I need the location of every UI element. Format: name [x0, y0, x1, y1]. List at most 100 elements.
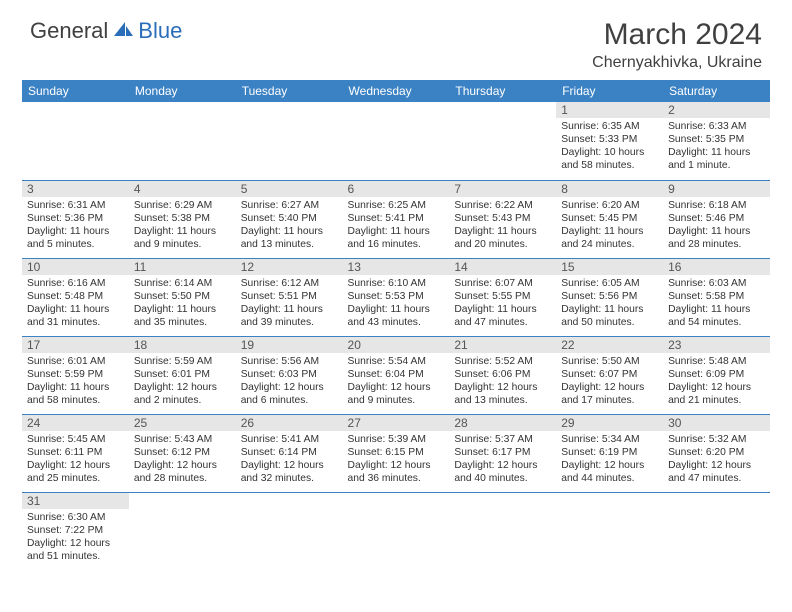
day-data: Sunrise: 5:41 AMSunset: 6:14 PMDaylight:… [236, 431, 343, 488]
daylight-text-2: and 36 minutes. [348, 472, 445, 485]
dayheader-fri: Friday [556, 80, 663, 102]
daylight-text-2: and 6 minutes. [241, 394, 338, 407]
daylight-text-1: Daylight: 11 hours [454, 303, 551, 316]
sunrise-text: Sunrise: 6:03 AM [668, 277, 765, 290]
day-cell: 30Sunrise: 5:32 AMSunset: 6:20 PMDayligh… [663, 414, 770, 492]
day-cell: 3Sunrise: 6:31 AMSunset: 5:36 PMDaylight… [22, 180, 129, 258]
sunset-text: Sunset: 5:59 PM [27, 368, 124, 381]
daylight-text-2: and 5 minutes. [27, 238, 124, 251]
daylight-text-2: and 28 minutes. [134, 472, 231, 485]
daylight-text-2: and 24 minutes. [561, 238, 658, 251]
sunset-text: Sunset: 6:01 PM [134, 368, 231, 381]
day-data: Sunrise: 6:22 AMSunset: 5:43 PMDaylight:… [449, 197, 556, 254]
day-cell: 23Sunrise: 5:48 AMSunset: 6:09 PMDayligh… [663, 336, 770, 414]
daylight-text-2: and 32 minutes. [241, 472, 338, 485]
logo: General Blue [30, 18, 182, 44]
day-cell: 21Sunrise: 5:52 AMSunset: 6:06 PMDayligh… [449, 336, 556, 414]
day-number: 26 [236, 415, 343, 431]
day-data: Sunrise: 6:03 AMSunset: 5:58 PMDaylight:… [663, 275, 770, 332]
logo-text-blue: Blue [138, 18, 182, 44]
header: General Blue March 2024 Chernyakhivka, U… [0, 0, 792, 80]
daylight-text-1: Daylight: 11 hours [561, 303, 658, 316]
daylight-text-1: Daylight: 12 hours [454, 381, 551, 394]
day-data: Sunrise: 6:18 AMSunset: 5:46 PMDaylight:… [663, 197, 770, 254]
sunrise-text: Sunrise: 6:12 AM [241, 277, 338, 290]
day-cell: 22Sunrise: 5:50 AMSunset: 6:07 PMDayligh… [556, 336, 663, 414]
month-title: March 2024 [592, 18, 762, 52]
day-data: Sunrise: 6:10 AMSunset: 5:53 PMDaylight:… [343, 275, 450, 332]
daylight-text-1: Daylight: 10 hours [561, 146, 658, 159]
day-data: Sunrise: 6:05 AMSunset: 5:56 PMDaylight:… [556, 275, 663, 332]
sunset-text: Sunset: 5:46 PM [668, 212, 765, 225]
daylight-text-1: Daylight: 12 hours [134, 381, 231, 394]
day-data: Sunrise: 5:54 AMSunset: 6:04 PMDaylight:… [343, 353, 450, 410]
week-row: 24Sunrise: 5:45 AMSunset: 6:11 PMDayligh… [22, 414, 770, 492]
daylight-text-1: Daylight: 11 hours [134, 303, 231, 316]
day-number: 1 [556, 102, 663, 118]
daylight-text-2: and 16 minutes. [348, 238, 445, 251]
sail-icon [112, 20, 136, 38]
day-cell [343, 492, 450, 570]
sunrise-text: Sunrise: 6:10 AM [348, 277, 445, 290]
day-cell: 13Sunrise: 6:10 AMSunset: 5:53 PMDayligh… [343, 258, 450, 336]
daylight-text-2: and 31 minutes. [27, 316, 124, 329]
daylight-text-2: and 25 minutes. [27, 472, 124, 485]
day-data: Sunrise: 6:30 AMSunset: 7:22 PMDaylight:… [22, 509, 129, 566]
day-data: Sunrise: 5:50 AMSunset: 6:07 PMDaylight:… [556, 353, 663, 410]
day-number: 18 [129, 337, 236, 353]
day-cell [343, 102, 450, 180]
sunset-text: Sunset: 5:40 PM [241, 212, 338, 225]
daylight-text-2: and 39 minutes. [241, 316, 338, 329]
daylight-text-2: and 2 minutes. [134, 394, 231, 407]
sunset-text: Sunset: 6:12 PM [134, 446, 231, 459]
daylight-text-1: Daylight: 11 hours [241, 303, 338, 316]
day-cell [22, 102, 129, 180]
sunrise-text: Sunrise: 6:22 AM [454, 199, 551, 212]
week-row: 17Sunrise: 6:01 AMSunset: 5:59 PMDayligh… [22, 336, 770, 414]
day-number: 7 [449, 181, 556, 197]
day-number: 27 [343, 415, 450, 431]
daylight-text-2: and 35 minutes. [134, 316, 231, 329]
day-cell [236, 492, 343, 570]
sunrise-text: Sunrise: 5:52 AM [454, 355, 551, 368]
sunrise-text: Sunrise: 5:50 AM [561, 355, 658, 368]
sunrise-text: Sunrise: 5:43 AM [134, 433, 231, 446]
day-number: 8 [556, 181, 663, 197]
sunrise-text: Sunrise: 5:45 AM [27, 433, 124, 446]
sunrise-text: Sunrise: 6:29 AM [134, 199, 231, 212]
day-number: 3 [22, 181, 129, 197]
day-number: 9 [663, 181, 770, 197]
day-cell: 24Sunrise: 5:45 AMSunset: 6:11 PMDayligh… [22, 414, 129, 492]
day-number: 12 [236, 259, 343, 275]
daylight-text-2: and 9 minutes. [134, 238, 231, 251]
sunrise-text: Sunrise: 5:59 AM [134, 355, 231, 368]
sunset-text: Sunset: 6:04 PM [348, 368, 445, 381]
day-data: Sunrise: 5:37 AMSunset: 6:17 PMDaylight:… [449, 431, 556, 488]
day-number: 23 [663, 337, 770, 353]
sunset-text: Sunset: 5:53 PM [348, 290, 445, 303]
day-cell: 8Sunrise: 6:20 AMSunset: 5:45 PMDaylight… [556, 180, 663, 258]
daylight-text-1: Daylight: 11 hours [27, 381, 124, 394]
day-data: Sunrise: 6:07 AMSunset: 5:55 PMDaylight:… [449, 275, 556, 332]
sunset-text: Sunset: 5:50 PM [134, 290, 231, 303]
day-data: Sunrise: 6:14 AMSunset: 5:50 PMDaylight:… [129, 275, 236, 332]
daylight-text-1: Daylight: 12 hours [348, 459, 445, 472]
day-cell [663, 492, 770, 570]
day-cell: 9Sunrise: 6:18 AMSunset: 5:46 PMDaylight… [663, 180, 770, 258]
sunset-text: Sunset: 5:51 PM [241, 290, 338, 303]
sunrise-text: Sunrise: 6:31 AM [27, 199, 124, 212]
sunset-text: Sunset: 6:09 PM [668, 368, 765, 381]
daylight-text-2: and 13 minutes. [241, 238, 338, 251]
day-cell: 2Sunrise: 6:33 AMSunset: 5:35 PMDaylight… [663, 102, 770, 180]
day-cell: 29Sunrise: 5:34 AMSunset: 6:19 PMDayligh… [556, 414, 663, 492]
daylight-text-1: Daylight: 12 hours [27, 537, 124, 550]
day-cell: 17Sunrise: 6:01 AMSunset: 5:59 PMDayligh… [22, 336, 129, 414]
logo-text-general: General [30, 18, 108, 44]
sunrise-text: Sunrise: 6:16 AM [27, 277, 124, 290]
day-cell [236, 102, 343, 180]
sunset-text: Sunset: 5:56 PM [561, 290, 658, 303]
day-cell: 4Sunrise: 6:29 AMSunset: 5:38 PMDaylight… [129, 180, 236, 258]
sunrise-text: Sunrise: 6:30 AM [27, 511, 124, 524]
day-cell: 10Sunrise: 6:16 AMSunset: 5:48 PMDayligh… [22, 258, 129, 336]
sunset-text: Sunset: 6:15 PM [348, 446, 445, 459]
